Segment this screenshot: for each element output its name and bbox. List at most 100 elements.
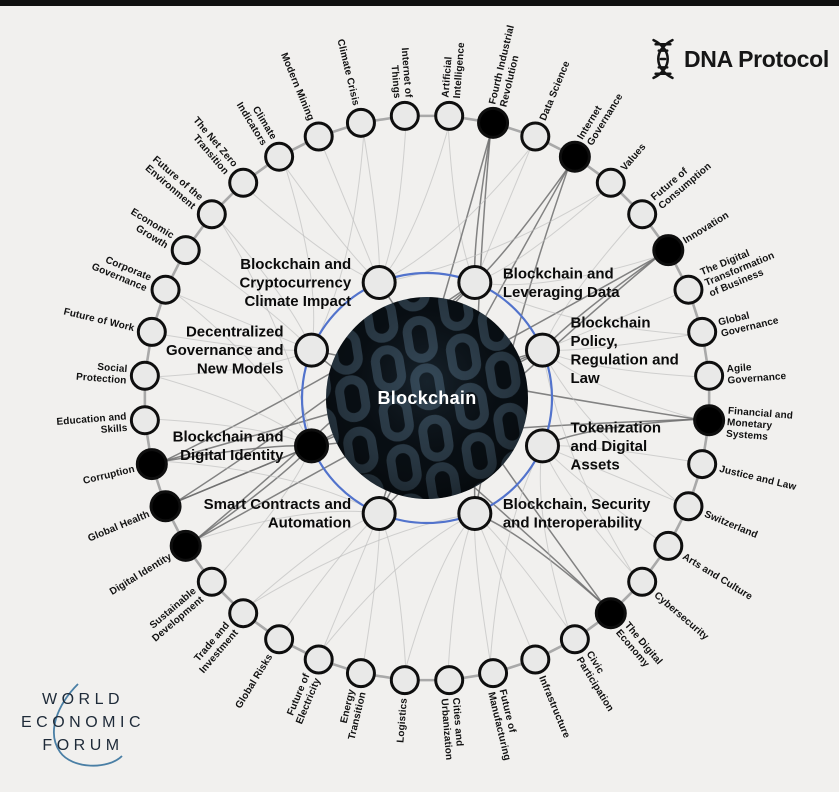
outer-label-agile-governance[interactable]: AgileGovernance [726,360,787,387]
inner-label-blockchain-and-cryptocurrency-climate-impact[interactable]: Blockchain and Cryptocurrency Climate Impa… [239,256,351,310]
outer-label-corporate-governance[interactable]: CorporateGovernance [90,251,153,295]
outer-label-trade-and-investment[interactable]: Trade andInvestment [189,620,241,676]
outer-label-education-and-skills[interactable]: Education andSkills [56,411,128,439]
outer-node-arts-and-culture[interactable] [653,530,684,561]
outer-node-values[interactable] [595,167,626,198]
inner-node-tokenization-and-digital-assets[interactable] [524,428,560,464]
outer-node-economic-growth[interactable] [170,235,201,266]
outer-label-civic-participation[interactable]: CivicParticipation [574,649,626,714]
outer-label-internet-governance[interactable]: InternetGovernance [576,86,626,148]
outer-label-corruption[interactable]: Corruption [82,464,136,487]
outer-label-cybersecurity[interactable]: Cybersecurity [652,590,711,643]
outer-node-the-net-zero-transition[interactable] [228,167,259,198]
outer-node-infrastructure[interactable] [520,644,551,675]
outer-label-values[interactable]: Values [619,141,649,173]
outer-label-innovation[interactable]: Innovation [681,210,731,246]
inner-label-decentralized-governance-and-new-models[interactable]: Decentralized Governance and New Models [166,324,284,378]
outer-node-the-digital-transformation-of-business[interactable] [673,274,704,305]
outer-node-agile-governance[interactable] [694,360,725,391]
outer-label-the-net-zero-transition[interactable]: The Net ZeroTransition [182,115,240,177]
inner-node-blockchain-security-and-interoperability[interactable] [457,495,493,531]
outer-label-energy-transition[interactable]: EnergyTransition [335,688,369,741]
wef-logo: WORLD ECONOMIC FORUM [16,680,150,776]
outer-label-logistics[interactable]: Logistics [395,697,410,743]
outer-label-the-digital-economy[interactable]: The DigitalEconomy [613,620,664,674]
connection-line [447,513,476,669]
connection-line [322,513,380,649]
outer-label-climate-indicators[interactable]: ClimateIndicators [234,94,279,148]
outer-node-global-risks[interactable] [264,624,295,655]
inner-label-tokenization-and-digital-assets[interactable]: Tokenization and Digital Assets [570,419,661,473]
outer-node-future-of-consumption[interactable] [627,199,658,230]
outer-node-fourth-industrial-revolution[interactable] [477,106,510,139]
outer-label-future-of-the-environment[interactable]: Future of theEnvironment [143,154,205,212]
outer-node-internet-of-things[interactable] [389,100,420,131]
outer-label-internet-of-things[interactable]: Internet ofThings [387,47,414,99]
outer-node-artificial-intelligence[interactable] [434,100,465,131]
outer-node-cities-and-urbanization[interactable] [434,665,465,696]
inner-node-smart-contracts-and-automation[interactable] [361,495,397,531]
outer-node-global-governance[interactable] [687,316,718,347]
outer-node-sustainable-development[interactable] [196,566,227,597]
outer-label-sustainable-development[interactable]: SustainableDevelopment [143,585,207,644]
outer-node-corporate-governance[interactable] [150,274,181,305]
outer-label-cities-and-urbanization[interactable]: Cities andUrbanization [438,697,465,760]
outer-label-financial-and-monetary-systems[interactable]: Financial andMonetarySystems [726,406,794,445]
outer-label-switzerland[interactable]: Switzerland [703,509,760,541]
outer-node-future-of-work[interactable] [136,316,167,347]
outer-label-global-governance[interactable]: GlobalGovernance [717,304,780,340]
outer-node-the-digital-economy[interactable] [594,597,627,630]
inner-label-blockchain-policy-regulation-and-law[interactable]: Blockchain Policy, Regulation and Law [570,314,678,387]
blockchain-center-circle[interactable]: Blockchain [326,297,528,499]
outer-label-climate-crisis[interactable]: Climate Crisis [335,38,362,107]
inner-label-blockchain-and-digital-identity[interactable]: Blockchain and Digital Identity [173,429,285,465]
outer-node-future-of-the-environment[interactable] [196,199,227,230]
outer-label-data-science[interactable]: Data Science [538,59,573,122]
outer-label-justice-and-law[interactable]: Justice and Law [718,464,797,493]
inner-label-blockchain-and-leveraging-data[interactable]: Blockchain and Leveraging Data [503,265,620,301]
outer-node-justice-and-law[interactable] [687,449,718,480]
outer-label-future-of-consumption[interactable]: Future ofConsumption [649,152,713,212]
outer-label-social-protection[interactable]: SocialProtection [76,360,128,387]
inner-node-decentralized-governance-and-new-models[interactable] [294,332,330,368]
inner-node-blockchain-policy-regulation-and-law[interactable] [524,332,560,368]
outer-node-social-protection[interactable] [129,360,160,391]
outer-node-cybersecurity[interactable] [627,566,658,597]
outer-node-climate-crisis[interactable] [345,107,376,138]
outer-label-fourth-industrial-revolution[interactable]: Fourth IndustrialRevolution [487,24,528,108]
outer-node-future-of-electricity[interactable] [303,644,334,675]
outer-label-arts-and-culture[interactable]: Arts and Culture [680,551,754,602]
outer-label-modern-mining[interactable]: Modern Mining [278,51,316,122]
outer-node-data-science[interactable] [520,121,551,152]
outer-node-corruption[interactable] [135,448,168,481]
inner-node-blockchain-and-digital-identity[interactable] [294,428,330,464]
outer-node-logistics[interactable] [389,665,420,696]
outer-node-energy-transition[interactable] [345,658,376,689]
outer-node-switzerland[interactable] [673,491,704,522]
inner-node-blockchain-and-cryptocurrency-climate-impact[interactable] [361,265,397,301]
outer-node-innovation[interactable] [652,234,685,267]
outer-label-infrastructure[interactable]: Infrastructure [536,674,572,740]
outer-node-civic-participation[interactable] [559,624,590,655]
inner-label-smart-contracts-and-automation[interactable]: Smart Contracts and Automation [204,496,352,531]
outer-node-global-health[interactable] [149,490,182,523]
outer-node-education-and-skills[interactable] [129,405,160,436]
outer-label-artificial-intelligence[interactable]: ArtificialIntelligence [440,41,467,99]
outer-label-future-of-manufacturing[interactable]: Future ofManufacturing [485,688,523,762]
outer-label-future-of-electricity[interactable]: Future ofElectricity [284,672,324,726]
outer-node-climate-indicators[interactable] [264,141,295,172]
outer-label-global-health[interactable]: Global Health [86,509,151,544]
outer-label-global-risks[interactable]: Global Risks [234,652,276,711]
outer-node-modern-mining[interactable] [303,121,334,152]
outer-label-digital-identity[interactable]: Digital Identity [108,551,174,597]
outer-node-future-of-manufacturing[interactable] [478,658,509,689]
inner-node-blockchain-and-leveraging-data[interactable] [457,265,493,301]
outer-label-future-of-work[interactable]: Future of Work [62,306,135,334]
outer-node-trade-and-investment[interactable] [228,598,259,629]
outer-node-digital-identity[interactable] [169,529,202,562]
outer-node-financial-and-monetary-systems[interactable] [693,404,726,437]
inner-label-blockchain-security-and-interoperability[interactable]: Blockchain, Security and Interoperability [503,496,651,531]
outer-label-the-digital-transformation-of-business[interactable]: The DigitalTransformationof Business [699,240,781,300]
outer-label-economic-growth[interactable]: EconomicGrowth [123,207,176,252]
outer-node-internet-governance[interactable] [558,140,591,173]
